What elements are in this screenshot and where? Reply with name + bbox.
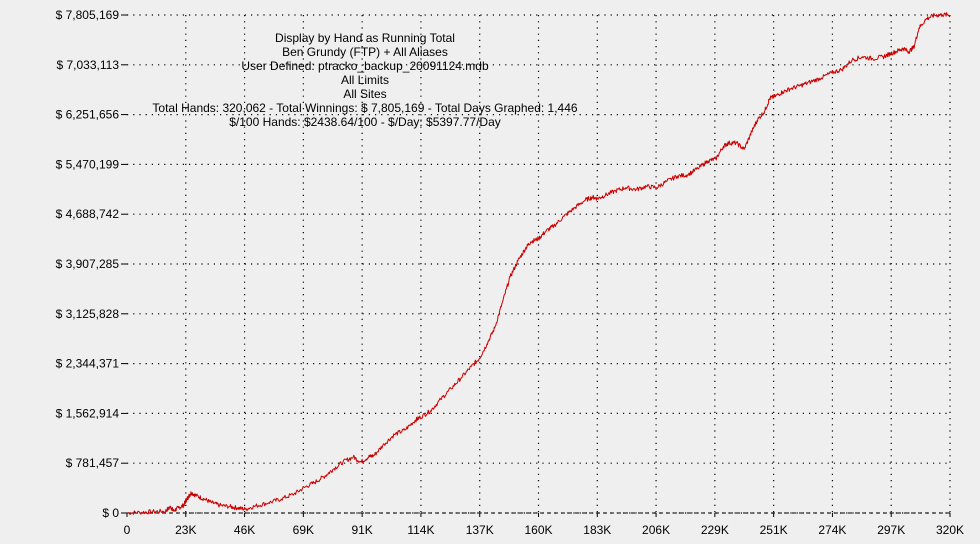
chart-title-line: Display by Hand as Running Total <box>275 31 455 45</box>
x-tick-label: 297K <box>877 523 905 537</box>
y-tick-label: $ 6,251,656 <box>56 108 120 122</box>
y-tick-label: $ 1,562,914 <box>56 406 120 420</box>
x-tick-label: 206K <box>642 523 670 537</box>
x-tick-label: 274K <box>818 523 846 537</box>
y-tick-label: $ 0 <box>102 506 119 520</box>
y-tick-label: $ 5,470,199 <box>56 157 120 171</box>
x-tick-label: 69K <box>293 523 314 537</box>
chart-title-line: Total Hands: 320,062 - Total Winnings: $… <box>152 101 577 115</box>
x-tick-label: 91K <box>351 523 372 537</box>
y-tick-label: $ 4,688,742 <box>56 207 120 221</box>
chart-title-line: User Defined: ptracko_backup_20091124.md… <box>241 59 489 73</box>
x-tick-label: 137K <box>466 523 494 537</box>
x-tick-label: 251K <box>760 523 788 537</box>
grid-layer <box>127 14 951 514</box>
x-tick-label: 114K <box>407 523 434 537</box>
y-tick-label: $ 7,805,169 <box>56 8 120 22</box>
x-tick-label: 160K <box>524 523 552 537</box>
chart-title-line: $/100 Hands: $2438.64/100 - $/Day: $5397… <box>229 115 501 129</box>
y-tick-label: $ 3,907,285 <box>56 257 120 271</box>
y-tick-label: $ 781,457 <box>66 456 120 470</box>
x-tick-label: 0 <box>124 523 131 537</box>
chart-title-line: Ben Grundy (FTP) + All Aliases <box>282 45 448 59</box>
x-tick-label: 229K <box>701 523 729 537</box>
y-tick-label: $ 7,033,113 <box>56 58 119 72</box>
chart-title-line: All Sites <box>343 87 386 101</box>
y-tick-label: $ 3,125,828 <box>56 307 120 321</box>
x-tick-label: 46K <box>234 523 255 537</box>
chart-title-line: All Limits <box>341 73 389 87</box>
axis-layer: $ 0 $ 781,457 $ 1,562,914 $ 2,344,371 $ 3,12… <box>56 8 964 537</box>
y-tick-label: $ 2,344,371 <box>56 357 120 371</box>
series-line-layer <box>127 12 951 515</box>
x-tick-label: 183K <box>583 523 611 537</box>
x-tick-label: 320K <box>936 523 964 537</box>
x-tick-label: 23K <box>175 523 196 537</box>
winnings-series-line <box>127 12 951 515</box>
